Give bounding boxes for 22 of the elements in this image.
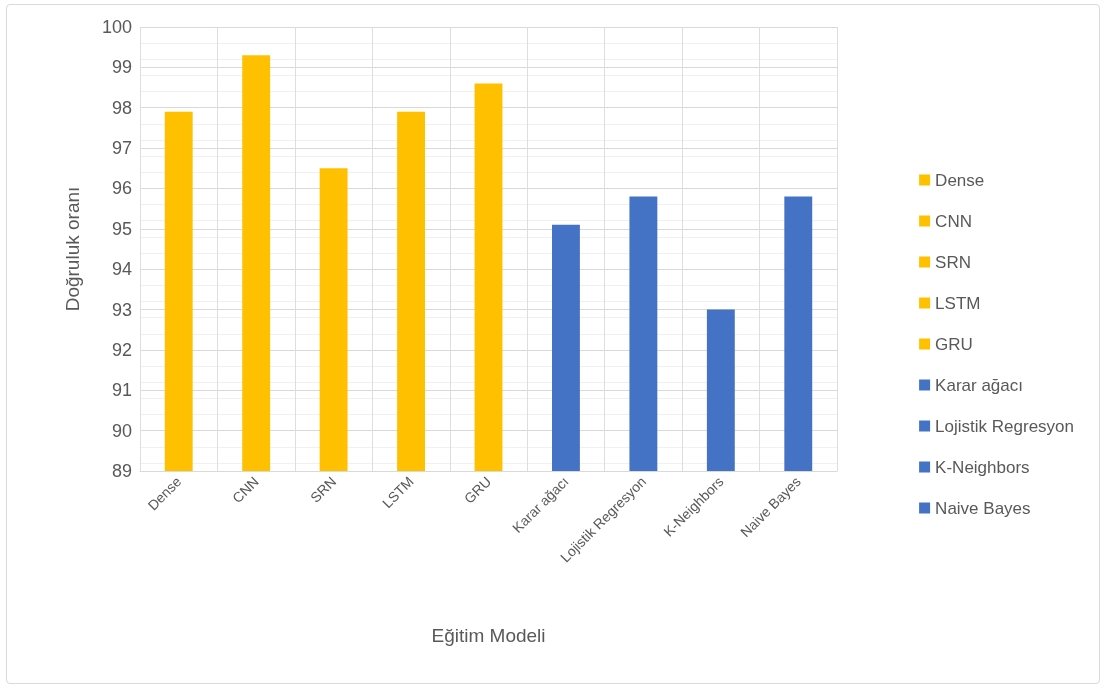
y-tick-label: 89	[111, 461, 132, 481]
x-axis-title: Eğitim Modeli	[431, 625, 546, 646]
legend-label: K-Neighbors	[935, 457, 1030, 477]
y-tick-label: 90	[111, 420, 132, 441]
legend-label: CNN	[935, 211, 972, 231]
legend-label: Lojistik Regresyon	[935, 416, 1075, 436]
legend-label: Dense	[935, 170, 985, 190]
legend-label: SRN	[935, 252, 972, 272]
legend-label: Karar ağacı	[935, 375, 1023, 395]
y-tick-label: 100	[101, 17, 132, 37]
y-tick-label: 94	[111, 259, 132, 280]
legend-label: LSTM	[935, 293, 981, 313]
y-tick-label: 93	[111, 299, 132, 320]
y-tick-label: 91	[111, 380, 132, 401]
y-tick-label: 92	[111, 339, 132, 360]
y-tick-label: 97	[111, 138, 132, 159]
y-tick-label: 96	[111, 178, 132, 199]
y-axis-title: Doğruluk oranı	[62, 186, 83, 312]
y-tick-label: 98	[111, 97, 132, 118]
y-tick-label: 95	[111, 218, 132, 239]
legend-label: GRU	[935, 334, 973, 354]
y-tick-label: 99	[111, 57, 132, 78]
